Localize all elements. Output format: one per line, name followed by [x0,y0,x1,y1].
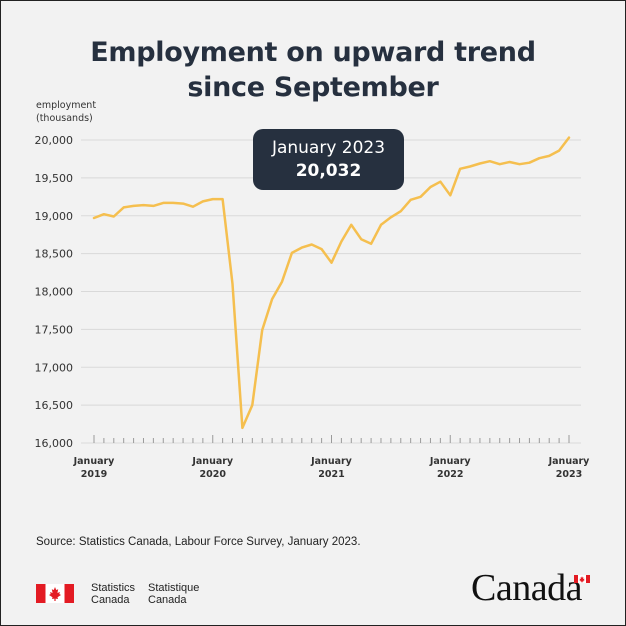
callout-value: 20,032 [295,161,362,181]
y-tick-label: 18,500 [35,248,74,261]
y-tick-label: 19,500 [35,172,74,185]
x-tick-label: January 2020 [191,456,234,480]
y-tick-label: 16,500 [35,399,74,412]
wordmark-en-line-2: Canada [91,594,130,606]
source-note: Source: Statistics Canada, Labour Force … [36,536,361,548]
wordmark-french: Statistique Canada [148,582,199,606]
y-axis-label: (thousands) [36,113,93,124]
title-line-1: Employment on upward trend [90,37,536,68]
wordmark-en-line-1: Statistics [91,582,136,594]
chart-title: Employment on upward trend since Septemb… [1,35,625,105]
y-tick-label: 20,000 [35,134,74,147]
canada-wordmark-flag-icon [574,575,590,583]
employment-line-chart: 16,000 16,500 17,000 17,500 18,000 18,500 19,0… [35,100,591,480]
y-tick-label: 19,000 [35,210,74,223]
title-line-2: since September [187,72,439,103]
employment-series-line [92,136,571,430]
x-tick-label: January 2019 [73,456,116,480]
wordmark-english: Statistics Canada [91,582,135,606]
x-tick-label: January 2021 [310,456,353,480]
x-tick-label: January 2022 [429,456,472,480]
x-tick-label: January 2023 [548,456,591,480]
canada-flag-icon [36,584,74,603]
canada-wordmark-logo: Canada [471,567,582,609]
wordmark-fr-line-2: Canada [148,594,187,606]
y-tick-label: 17,000 [35,361,74,374]
latest-value-callout: January 2023 20,032 [253,129,404,190]
y-tick-label: 18,000 [35,286,74,299]
wordmark-fr-line-1: Statistique [148,582,200,594]
y-tick-label: 16,000 [35,437,74,450]
callout-label: January 2023 [271,138,386,158]
y-axis-label: employment [36,100,96,111]
y-tick-label: 17,500 [35,323,74,336]
